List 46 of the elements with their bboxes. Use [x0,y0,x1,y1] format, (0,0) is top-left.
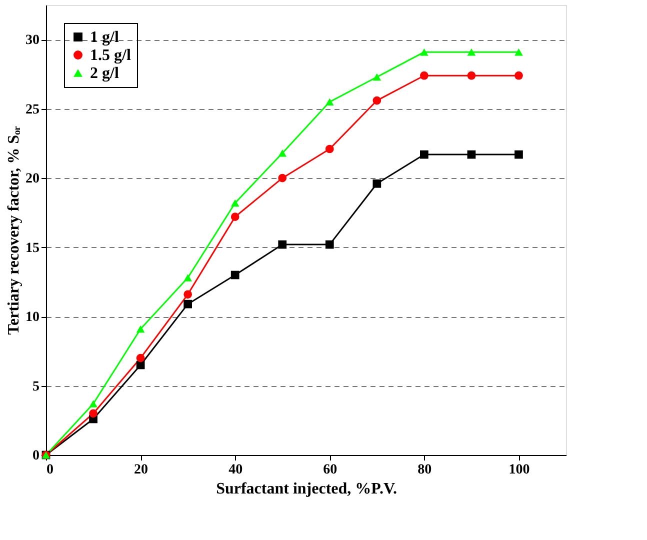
point [467,150,476,159]
legend-label: 1.5 g/l [90,47,132,64]
point [325,240,334,249]
point [89,400,98,408]
point [230,270,240,280]
x-tick-label: 80 [418,462,432,478]
legend-label: 1 g/l [90,29,120,46]
y-tick-label: 25 [26,102,40,118]
point [136,354,145,362]
point [420,150,428,159]
point [420,48,428,56]
x-tick-label: 40 [228,462,243,478]
x-axis-title: Surfactant injected, %P.V. [216,480,397,498]
point [325,98,334,106]
x-tick-label: 0 [46,462,54,478]
point [372,96,382,105]
y-tick-label: 30 [26,33,40,48]
point [230,212,240,222]
point [278,174,287,182]
x-tick-label: 60 [323,462,338,478]
point [89,409,98,418]
legend-label: 2 g/l [90,65,120,82]
point [514,150,523,159]
point [184,290,192,299]
point [372,179,382,188]
point [136,325,145,333]
point [325,144,334,154]
point [420,71,428,80]
point [230,199,240,207]
point [184,300,192,308]
y-axis-title: Tertiary recovery factor, % Sₒᵣ [6,126,22,335]
point [184,274,192,282]
x-tick-label: 20 [134,462,148,478]
point [467,48,476,56]
point [467,71,476,80]
x-tick-label: 100 [508,462,530,478]
y-tick-label: 5 [32,379,40,394]
y-tick-label: 0 [32,448,40,464]
y-tick-label: 10 [26,310,40,326]
y-tick-label: 15 [26,240,40,256]
point [372,73,382,81]
point [514,71,523,80]
point [514,48,523,56]
point [278,150,287,157]
y-tick-label: 20 [26,172,40,187]
point [278,240,287,249]
